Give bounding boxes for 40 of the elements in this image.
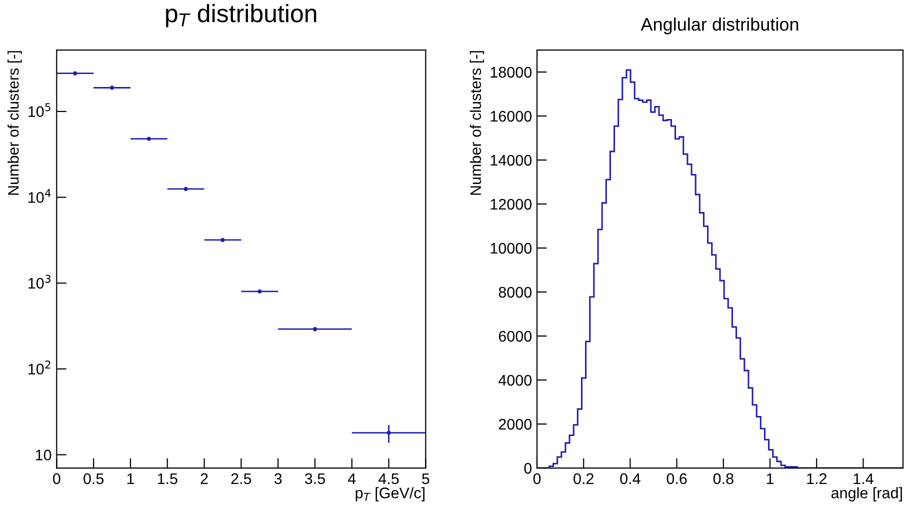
y-axis-title: Number of clusters [-] <box>8 51 22 195</box>
x-tick-label: 0.8 <box>713 473 734 484</box>
x-tick-label: 0.6 <box>666 473 687 484</box>
x-tick-label: 3.5 <box>304 473 325 484</box>
x-tick-label: 4.5 <box>378 473 399 484</box>
x-tick-label: 2.5 <box>231 473 252 484</box>
x-tick-label: 1.2 <box>807 473 826 484</box>
y-tick-label: 18000 <box>490 66 532 78</box>
y-axis-title: Number of clusters [-] <box>470 51 484 195</box>
x-tick-label: 1 <box>766 473 774 484</box>
x-tick-label: 5 <box>422 473 430 484</box>
chart-title: p$_{T}$ distribution <box>166 4 316 28</box>
y-tick-label: 10$^{3}$ <box>28 274 50 289</box>
y-tick-label: 6000 <box>498 330 532 342</box>
x-tick-label: 0.5 <box>84 473 104 484</box>
y-tick-label: 8000 <box>498 286 532 298</box>
x-tick-label: 0.2 <box>574 473 594 484</box>
y-tick-label: 12000 <box>490 198 532 210</box>
y-tick-label: 10$^{2}$ <box>28 360 50 374</box>
x-tick-label: 2 <box>200 473 208 484</box>
y-tick-label: 14000 <box>490 154 532 166</box>
x-tick-label: 1.5 <box>158 473 178 484</box>
y-tick-label: 10000 <box>490 242 532 254</box>
x-tick-label: 4 <box>348 473 356 484</box>
x-tick-label: 0 <box>53 473 60 484</box>
y-tick-label: 10$^{4}$ <box>28 189 51 203</box>
y-tick-label: 16000 <box>490 110 532 122</box>
y-tick-label: 2000 <box>498 418 532 430</box>
x-tick-label: 0 <box>533 473 541 484</box>
x-axis-title: angle [rad] <box>831 487 902 502</box>
y-tick-label: 10 <box>36 450 52 460</box>
x-tick-label: 3 <box>274 473 282 484</box>
y-tick-label: 10$^{5}$ <box>28 103 50 118</box>
x-tick-label: 1.4 <box>854 473 874 484</box>
x-tick-label: 0.4 <box>620 473 640 484</box>
y-tick-label: 4000 <box>498 374 532 386</box>
y-tick-label: 0 <box>524 462 532 474</box>
x-tick-label: 1 <box>127 473 134 484</box>
chart-title: Anglular distribution <box>640 18 798 34</box>
x-axis-title: p$_{T}$ [GeV/c] <box>356 487 424 502</box>
